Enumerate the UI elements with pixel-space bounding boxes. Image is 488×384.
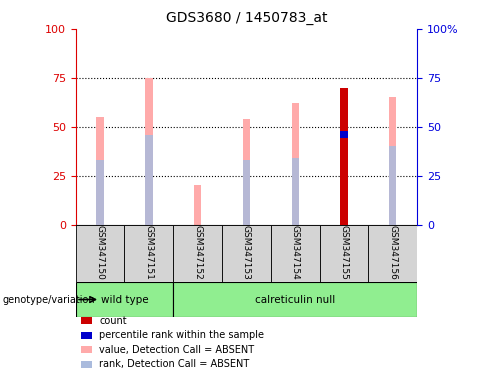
Bar [124,225,173,282]
Bar [368,225,417,282]
Text: percentile rank within the sample: percentile rank within the sample [99,330,264,340]
Bar [389,146,397,225]
Text: GSM347152: GSM347152 [193,225,202,280]
Text: GSM347153: GSM347153 [242,225,251,280]
Bar [76,282,173,317]
Bar [97,117,104,225]
Text: rank, Detection Call = ABSENT: rank, Detection Call = ABSENT [99,359,249,369]
Bar [341,88,348,225]
Text: wild type: wild type [101,295,148,305]
Bar [292,103,299,225]
Bar [243,119,250,225]
Bar [320,225,368,282]
Bar [173,282,417,317]
Bar [76,225,124,282]
Text: GSM347156: GSM347156 [388,225,397,280]
Bar [145,134,152,225]
Bar [243,160,250,225]
Bar [389,98,397,225]
Bar [341,131,348,139]
Text: GSM347155: GSM347155 [340,225,348,280]
Bar [341,88,348,225]
Text: GSM347150: GSM347150 [96,225,104,280]
Text: calreticulin null: calreticulin null [255,295,335,305]
Text: GSM347154: GSM347154 [291,225,300,280]
Text: genotype/variation: genotype/variation [2,295,95,305]
Bar [271,225,320,282]
Bar [222,225,271,282]
Bar [97,160,104,225]
Bar [292,158,299,225]
Bar [173,225,222,282]
Text: value, Detection Call = ABSENT: value, Detection Call = ABSENT [99,345,254,355]
Title: GDS3680 / 1450783_at: GDS3680 / 1450783_at [166,11,327,25]
Bar [194,185,202,225]
Text: count: count [99,316,126,326]
Bar [145,78,152,225]
Text: GSM347151: GSM347151 [144,225,153,280]
